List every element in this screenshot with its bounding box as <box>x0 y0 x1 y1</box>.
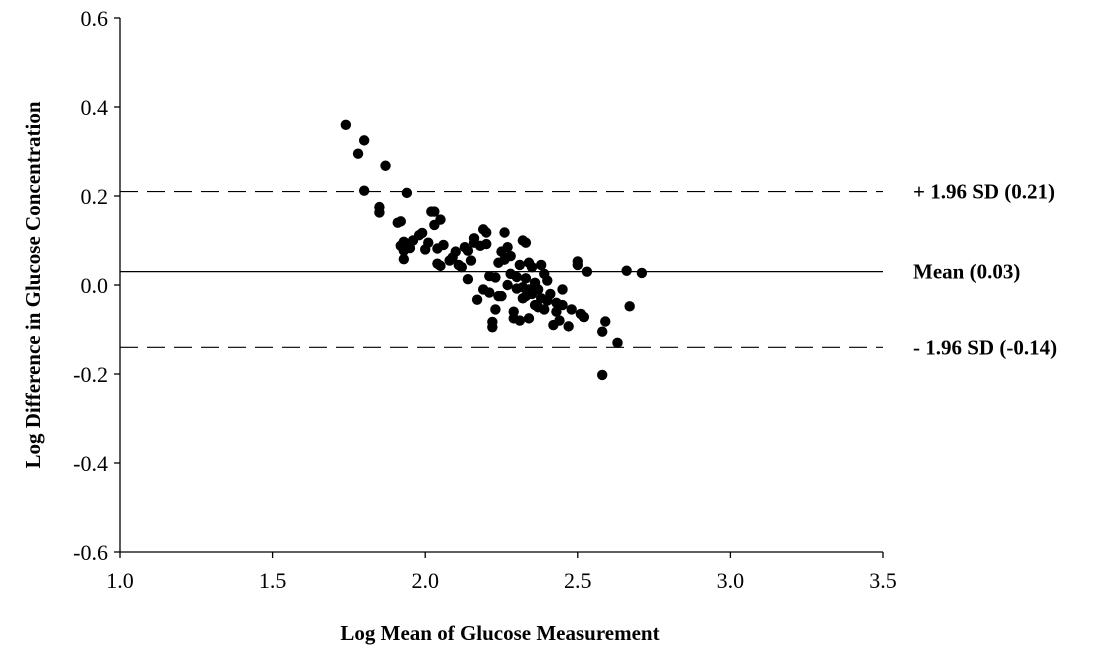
data-point <box>636 267 648 279</box>
y-tick-label: 0.0 <box>81 273 109 298</box>
data-point <box>429 206 440 217</box>
x-tick-label: 1.0 <box>106 568 134 593</box>
x-axis-title: Log Mean of Glucose Measurement <box>340 621 659 645</box>
data-point <box>490 272 501 283</box>
data-point <box>484 287 495 298</box>
data-point <box>481 238 492 250</box>
y-tick-label: 0.4 <box>81 95 109 120</box>
data-point <box>502 241 513 253</box>
axes <box>119 18 883 553</box>
data-point <box>600 316 611 327</box>
data-point <box>542 275 553 286</box>
y-tick-label: 0.6 <box>81 6 109 31</box>
data-point <box>358 135 370 146</box>
data-point <box>539 304 550 315</box>
data-point <box>514 259 526 271</box>
data-point <box>462 274 474 285</box>
data-point <box>572 256 583 267</box>
data-point <box>340 119 352 130</box>
reference-line-labels: + 1.96 SD (0.21) Mean (0.03) - 1.96 SD (-0… <box>913 180 1057 360</box>
data-point <box>520 237 532 248</box>
data-point <box>450 246 461 257</box>
data-points <box>340 119 648 381</box>
data-point <box>456 262 468 273</box>
data-point <box>398 253 410 265</box>
data-point <box>499 227 510 238</box>
y-tick-label: 0.2 <box>81 184 109 209</box>
data-point <box>416 227 428 239</box>
data-point <box>532 284 544 295</box>
data-point <box>490 304 501 315</box>
data-point <box>511 271 522 283</box>
data-point <box>395 216 406 227</box>
data-point <box>352 148 364 159</box>
data-point <box>471 294 483 305</box>
mean-label: Mean (0.03) <box>913 260 1020 284</box>
x-tick-label: 2.0 <box>411 568 439 593</box>
data-point <box>612 337 623 349</box>
data-point <box>462 245 474 256</box>
data-point <box>621 265 632 276</box>
data-point <box>520 273 532 284</box>
data-point <box>557 299 568 311</box>
x-tick-label: 1.5 <box>259 568 287 593</box>
data-point <box>423 237 434 248</box>
data-point <box>545 288 556 300</box>
data-point <box>358 185 370 196</box>
data-point <box>551 306 562 317</box>
data-point <box>535 259 547 271</box>
lower-limit-label: - 1.96 SD (-0.14) <box>913 335 1057 359</box>
data-point <box>401 187 413 199</box>
data-point <box>496 290 507 302</box>
y-tick-label: -0.6 <box>73 540 108 565</box>
data-point <box>481 227 492 238</box>
data-point <box>468 233 480 244</box>
data-point <box>597 326 608 337</box>
data-point <box>557 284 568 295</box>
y-axis-title: Log Difference in Glucose Concentration <box>21 101 45 468</box>
upper-limit-label: + 1.96 SD (0.21) <box>913 180 1055 204</box>
data-point <box>563 321 574 332</box>
data-point <box>435 214 446 225</box>
data-point <box>597 369 608 381</box>
data-point <box>523 313 535 324</box>
y-tick-label: -0.2 <box>73 362 108 387</box>
data-point <box>505 250 516 262</box>
x-tick-label: 3.5 <box>869 568 897 593</box>
data-point <box>581 266 593 277</box>
data-point <box>624 301 635 312</box>
data-point <box>578 311 590 323</box>
data-point <box>435 260 446 272</box>
y-tick-label: -0.4 <box>73 451 108 476</box>
data-point <box>374 207 385 218</box>
data-point <box>502 279 513 291</box>
x-tick-label: 2.5 <box>564 568 592 593</box>
data-point <box>566 304 577 315</box>
x-tick-label: 3.0 <box>717 568 745 593</box>
data-point <box>526 262 538 273</box>
data-point <box>487 322 498 333</box>
data-point <box>438 239 449 251</box>
data-point <box>380 160 391 171</box>
data-point <box>465 255 477 266</box>
axis-ticks <box>114 17 884 558</box>
axis-tick-labels: 1.0 1.5 2.0 2.5 3.0 3.5 0.6 0.4 0.2 0.0 -0.2 -0.4 -0… <box>73 6 897 593</box>
reference-lines <box>120 190 883 348</box>
data-point <box>514 315 526 326</box>
data-point <box>554 315 565 326</box>
